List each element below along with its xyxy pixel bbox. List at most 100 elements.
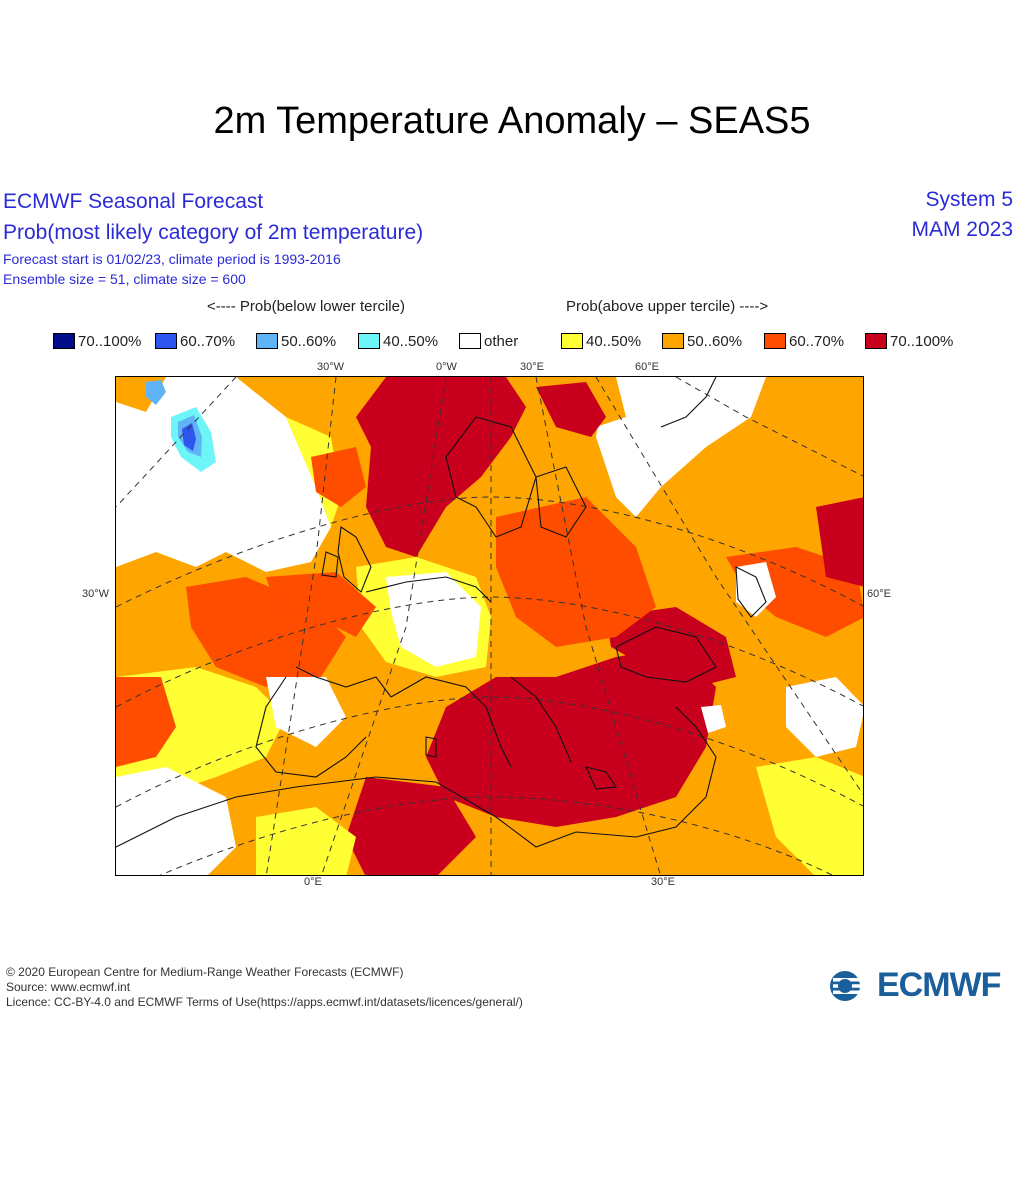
meridian-30w — [265, 377, 337, 875]
legend-swatch — [459, 333, 481, 349]
parallel-30n — [159, 796, 833, 875]
tick-left-30w: 30°W — [82, 588, 110, 600]
map-region-white-southwest — [116, 767, 236, 875]
legend-label: other — [484, 332, 519, 350]
footer-copyright: © 2020 European Centre for Medium-Range … — [6, 965, 404, 979]
tick-bottom-0e: 0°E — [304, 876, 322, 888]
legend-swatch — [764, 333, 786, 349]
meridian-0 — [321, 377, 447, 875]
map-canvas — [116, 377, 863, 875]
map-region-red-scandinavia — [356, 377, 526, 557]
map-region-white-atlantic — [116, 377, 331, 572]
ecmwf-logo-icon — [830, 970, 869, 1001]
legend-item: 60..70% — [764, 331, 844, 351]
map-region-white-caspian — [736, 562, 776, 617]
graticule — [116, 377, 863, 875]
map-region-white-iran — [786, 677, 863, 757]
legend-above-label: Prob(above upper tercile) ----> — [566, 298, 769, 315]
coast-sardinia — [425, 736, 437, 758]
coastlines — [116, 377, 767, 848]
legend-swatch — [155, 333, 177, 349]
map-region-red-east — [816, 497, 863, 587]
map-region-orange-ne — [766, 377, 863, 417]
legend-label: 50..60% — [281, 332, 337, 350]
map-region-white-spot — [701, 705, 726, 733]
tick-top-0w: 0°W — [436, 361, 457, 373]
map-region-red-barents — [536, 382, 606, 437]
footer-source: Source: www.ecmwf.int — [6, 980, 131, 994]
legend-item: 70..100% — [53, 331, 141, 351]
legend-label: 70..100% — [78, 332, 142, 350]
coast-blacksea — [615, 626, 717, 683]
tick-top-30w: 30°W — [317, 361, 345, 373]
map-region-white-iberia — [266, 677, 346, 747]
legend-label: 40..50% — [383, 332, 439, 350]
tick-right-60e: 60°E — [867, 588, 891, 600]
legend-label: 70..100% — [890, 332, 954, 350]
legend-item: other — [459, 331, 518, 351]
coast-balkans — [510, 676, 572, 763]
tick-top-30e: 30°E — [520, 361, 544, 373]
legend-swatch — [53, 333, 75, 349]
ecmwf-logo-text: ECMWF — [877, 966, 1001, 1004]
season-label: MAM 2023 — [911, 218, 1013, 241]
forecast-header-subtitle: Prob(most likely category of 2m temperat… — [3, 221, 424, 244]
forecast-header-title: ECMWF Seasonal Forecast — [3, 190, 264, 213]
footer-licence: Licence: CC-BY-4.0 and ECMWF Terms of Us… — [6, 995, 523, 1009]
footer-text: © 2020 European Centre for Medium-Range … — [6, 965, 523, 1010]
legend-label: 40..50% — [586, 332, 642, 350]
legend-item: 40..50% — [561, 331, 641, 351]
legend-item: 70..100% — [865, 331, 953, 351]
legend-item: 60..70% — [155, 331, 235, 351]
parallel-70n — [116, 496, 863, 608]
map-region-red-blacksea — [606, 607, 736, 687]
meridian-90e — [675, 377, 863, 477]
meridian-30e — [535, 377, 661, 875]
system-label: System 5 — [925, 188, 1013, 211]
legend-label: 60..70% — [789, 332, 845, 350]
map-region-red-sahara — [346, 777, 476, 875]
map-region-white-central — [386, 572, 481, 667]
forecast-start-info: Forecast start is 01/02/23, climate peri… — [3, 251, 341, 267]
coast-aegean — [585, 766, 617, 790]
coast-scandinavia — [445, 416, 537, 538]
coast-northsea — [365, 576, 492, 603]
ecmwf-logo: ECMWF — [829, 966, 1001, 1005]
coast-levant — [675, 706, 717, 798]
map-region-redorange-midatlantic-2 — [266, 572, 376, 637]
legend-label: 50..60% — [687, 332, 743, 350]
legend-swatch — [358, 333, 380, 349]
coast-italy — [390, 676, 512, 768]
coast-ireland — [321, 551, 339, 578]
map-region-redorange-russia — [496, 497, 656, 647]
map-region-lightblue-nw — [146, 380, 166, 405]
tick-top-60e: 60°E — [635, 361, 659, 373]
legend-label: 60..70% — [180, 332, 236, 350]
coast-finland — [535, 466, 587, 538]
coast-arctic — [660, 377, 717, 428]
map-region-blue-greenland — [182, 423, 196, 451]
meridian-60w — [116, 377, 237, 508]
legend-item: 40..50% — [358, 331, 438, 351]
map-region-yellow-southeast — [756, 757, 863, 875]
legend-item: 50..60% — [662, 331, 742, 351]
legend-below-label: <---- Prob(below lower tercile) — [207, 298, 405, 315]
ensemble-info: Ensemble size = 51, climate size = 600 — [3, 271, 246, 287]
legend-swatch — [256, 333, 278, 349]
map-region-red-mediterranean — [426, 647, 716, 827]
legend-swatch — [865, 333, 887, 349]
coast-biscay — [295, 666, 392, 698]
map-region-white-arctic — [596, 377, 766, 517]
page-title: 2m Temperature Anomaly – SEAS5 — [213, 100, 811, 142]
legend-swatch — [561, 333, 583, 349]
meridian-60e — [595, 377, 863, 795]
coast-northafrica-east — [375, 776, 707, 848]
legend-swatch — [662, 333, 684, 349]
tick-bottom-30e: 30°E — [651, 876, 675, 888]
coast-caspian — [735, 566, 767, 618]
legend-item: 50..60% — [256, 331, 336, 351]
coast-britain — [337, 526, 372, 593]
map-region-redorange-atlantic — [311, 447, 366, 507]
coast-northafrica-west — [116, 776, 377, 848]
map-region-yellow-south — [256, 807, 356, 875]
